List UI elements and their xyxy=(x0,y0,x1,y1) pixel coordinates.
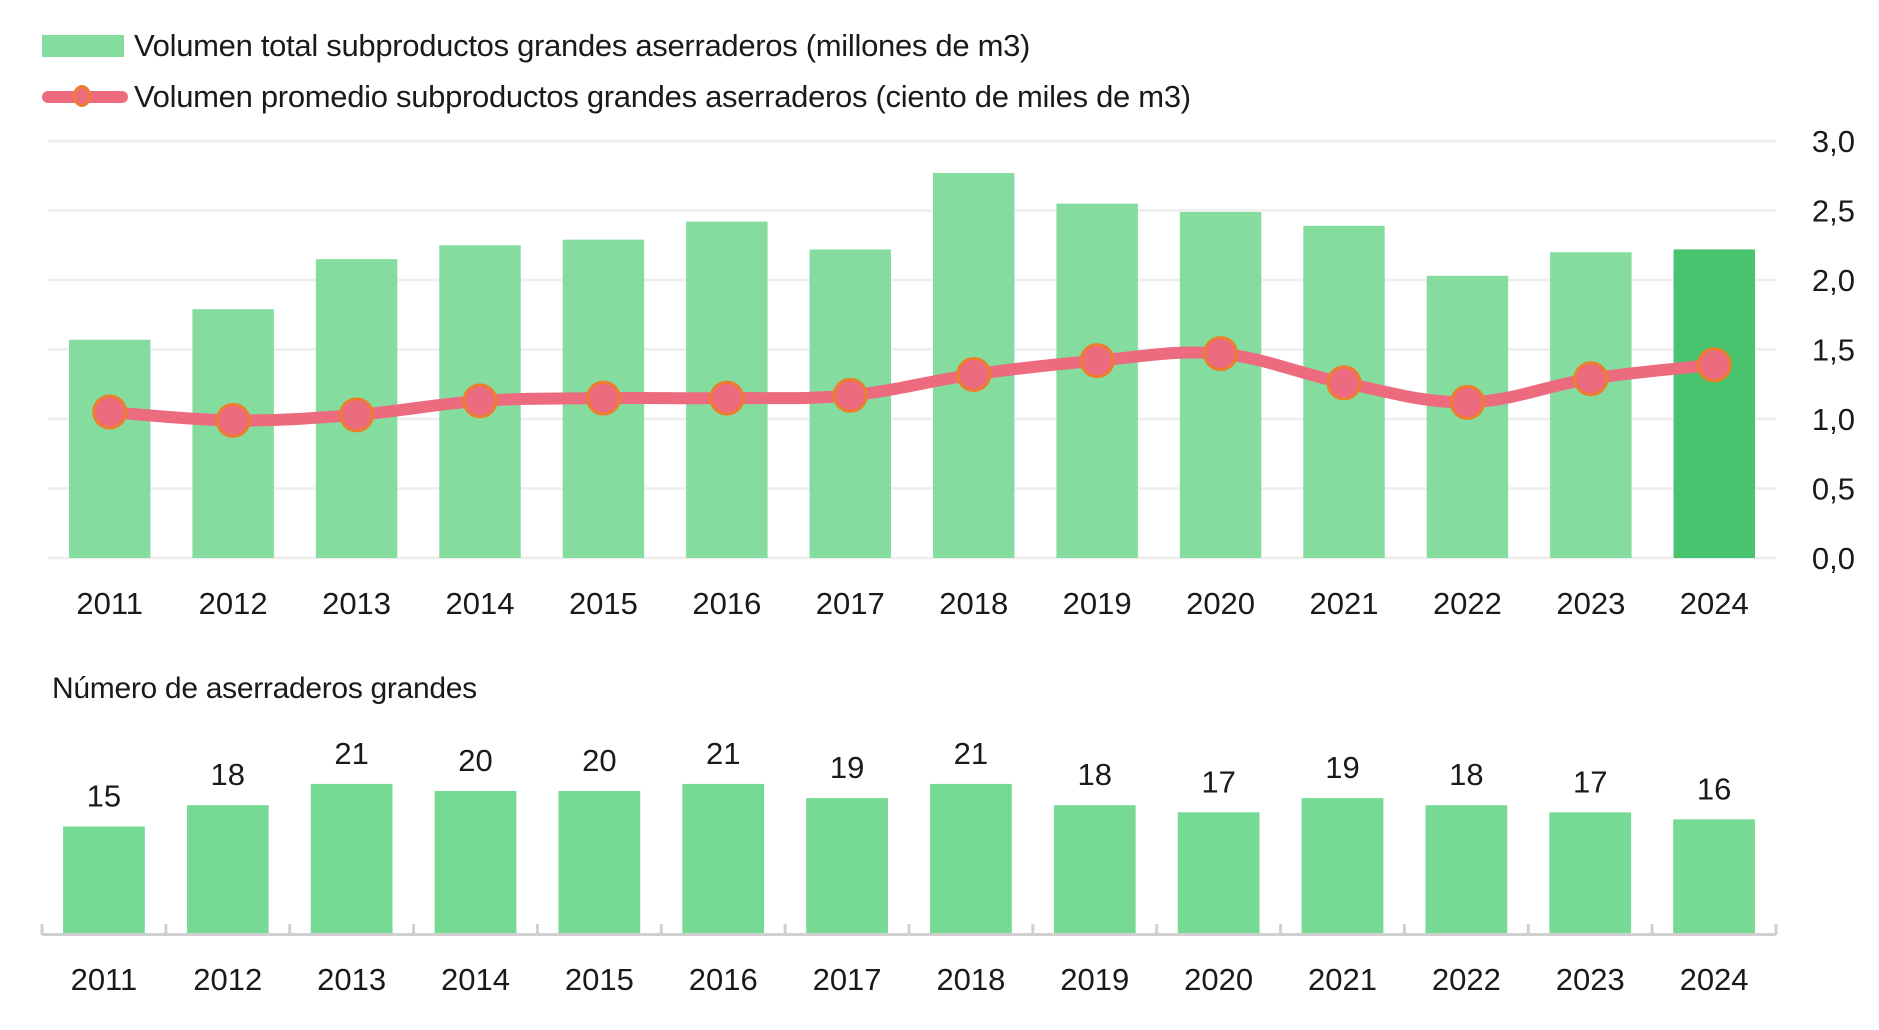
volume-bar xyxy=(1550,252,1632,558)
x-tick-label: 2019 xyxy=(1060,962,1129,997)
average-volume-marker xyxy=(832,377,868,413)
data-label: 19 xyxy=(830,750,864,785)
x-tick-label: 2021 xyxy=(1308,962,1377,997)
average-volume-marker xyxy=(92,394,128,430)
sawmill-count-bar xyxy=(930,783,1012,933)
x-tick-label: 2021 xyxy=(1310,586,1379,621)
x-tick-label: 2024 xyxy=(1680,962,1749,997)
legend-bar-label: Volumen total subproductos grandes aserr… xyxy=(134,28,1031,63)
average-volume-marker xyxy=(1326,365,1362,401)
data-label: 18 xyxy=(1449,757,1483,792)
y-tick-label: 1,5 xyxy=(1812,333,1855,368)
average-volume-marker xyxy=(1203,336,1239,372)
data-label: 20 xyxy=(582,743,616,778)
sawmill-count-bar xyxy=(63,826,145,933)
sawmill-count-bar xyxy=(310,783,393,933)
y-tick-label: 1,0 xyxy=(1812,402,1855,437)
average-volume-marker xyxy=(956,357,992,393)
sawmill-count-bar xyxy=(1177,812,1260,933)
x-tick-label: 2020 xyxy=(1184,962,1253,997)
x-tick-label: 2022 xyxy=(1433,586,1502,621)
y-tick-label: 2,0 xyxy=(1812,263,1855,298)
x-tick-label: 2011 xyxy=(71,962,138,997)
data-label: 17 xyxy=(1573,764,1607,799)
average-volume-marker xyxy=(1573,361,1609,397)
sawmill-count-bar xyxy=(558,791,641,933)
average-volume-marker xyxy=(462,383,498,419)
x-tick-label: 2018 xyxy=(939,586,1008,621)
x-tick-label: 2014 xyxy=(446,586,515,621)
data-label: 17 xyxy=(1201,764,1235,799)
x-tick-label: 2017 xyxy=(816,586,885,621)
sawmill-count-bar xyxy=(1549,812,1632,933)
data-label: 19 xyxy=(1325,750,1359,785)
x-tick-label: 2023 xyxy=(1556,962,1625,997)
y-tick-label: 2,5 xyxy=(1812,194,1855,229)
sawmill-count-bar xyxy=(806,798,888,933)
y-tick-label: 3,0 xyxy=(1812,124,1855,159)
data-label: 16 xyxy=(1697,771,1731,806)
y-tick-label: 0,5 xyxy=(1812,472,1855,507)
average-volume-marker xyxy=(709,380,745,416)
x-tick-label: 2019 xyxy=(1063,586,1132,621)
data-label: 21 xyxy=(954,736,988,771)
x-tick-label: 2018 xyxy=(936,962,1005,997)
volume-bar xyxy=(1179,211,1262,558)
sawmill-count-bar xyxy=(434,791,517,933)
legend-item-line: Volumen promedio subproductos grandes as… xyxy=(42,75,1191,119)
average-volume-marker xyxy=(339,397,375,433)
sawmill-count-bar xyxy=(1053,805,1136,933)
x-tick-label: 2013 xyxy=(322,586,391,621)
volume-bar xyxy=(1673,249,1756,559)
x-tick-label: 2016 xyxy=(689,962,758,997)
x-tick-label: 2015 xyxy=(565,962,634,997)
x-tick-label: 2024 xyxy=(1680,586,1749,621)
x-tick-label: 2023 xyxy=(1556,586,1625,621)
x-tick-label: 2012 xyxy=(193,962,262,997)
average-volume-marker xyxy=(1696,347,1732,383)
average-volume-marker xyxy=(1449,384,1485,420)
x-tick-label: 2020 xyxy=(1186,586,1255,621)
x-tick-label: 2017 xyxy=(813,962,882,997)
x-tick-label: 2022 xyxy=(1432,962,1501,997)
x-tick-label: 2012 xyxy=(199,586,268,621)
average-volume-marker xyxy=(1079,343,1115,379)
y-tick-label: 0,0 xyxy=(1812,541,1855,576)
legend-item-bar: Volumen total subproductos grandes aserr… xyxy=(42,24,1030,68)
data-label: 20 xyxy=(458,743,492,778)
x-tick-label: 2013 xyxy=(317,962,386,997)
bottom-chart-title: Número de aserraderos grandes xyxy=(52,672,477,705)
volume-bar xyxy=(1056,203,1138,559)
data-label: 18 xyxy=(1078,757,1112,792)
sawmill-count-bar xyxy=(682,783,765,933)
x-tick-label: 2011 xyxy=(76,586,143,621)
volume-bar xyxy=(68,339,151,558)
sawmill-count-bar xyxy=(186,805,269,933)
data-label: 21 xyxy=(706,736,740,771)
x-tick-label: 2014 xyxy=(441,962,510,997)
x-tick-label: 2015 xyxy=(569,586,638,621)
data-label: 15 xyxy=(87,779,121,814)
x-tick-label: 2016 xyxy=(692,586,761,621)
legend-line-label: Volumen promedio subproductos grandes as… xyxy=(134,79,1191,114)
data-label: 18 xyxy=(211,757,245,792)
sawmill-count-bar xyxy=(1301,798,1384,933)
legend-marker-icon xyxy=(73,85,91,107)
legend-bar-swatch xyxy=(42,35,124,57)
average-volume-marker xyxy=(215,402,251,438)
legend-line-swatch xyxy=(42,75,128,119)
average-volume-marker xyxy=(585,380,621,416)
data-label: 21 xyxy=(334,736,368,771)
sawmill-count-bar xyxy=(1673,819,1755,933)
sawmill-count-bar xyxy=(1425,805,1508,933)
